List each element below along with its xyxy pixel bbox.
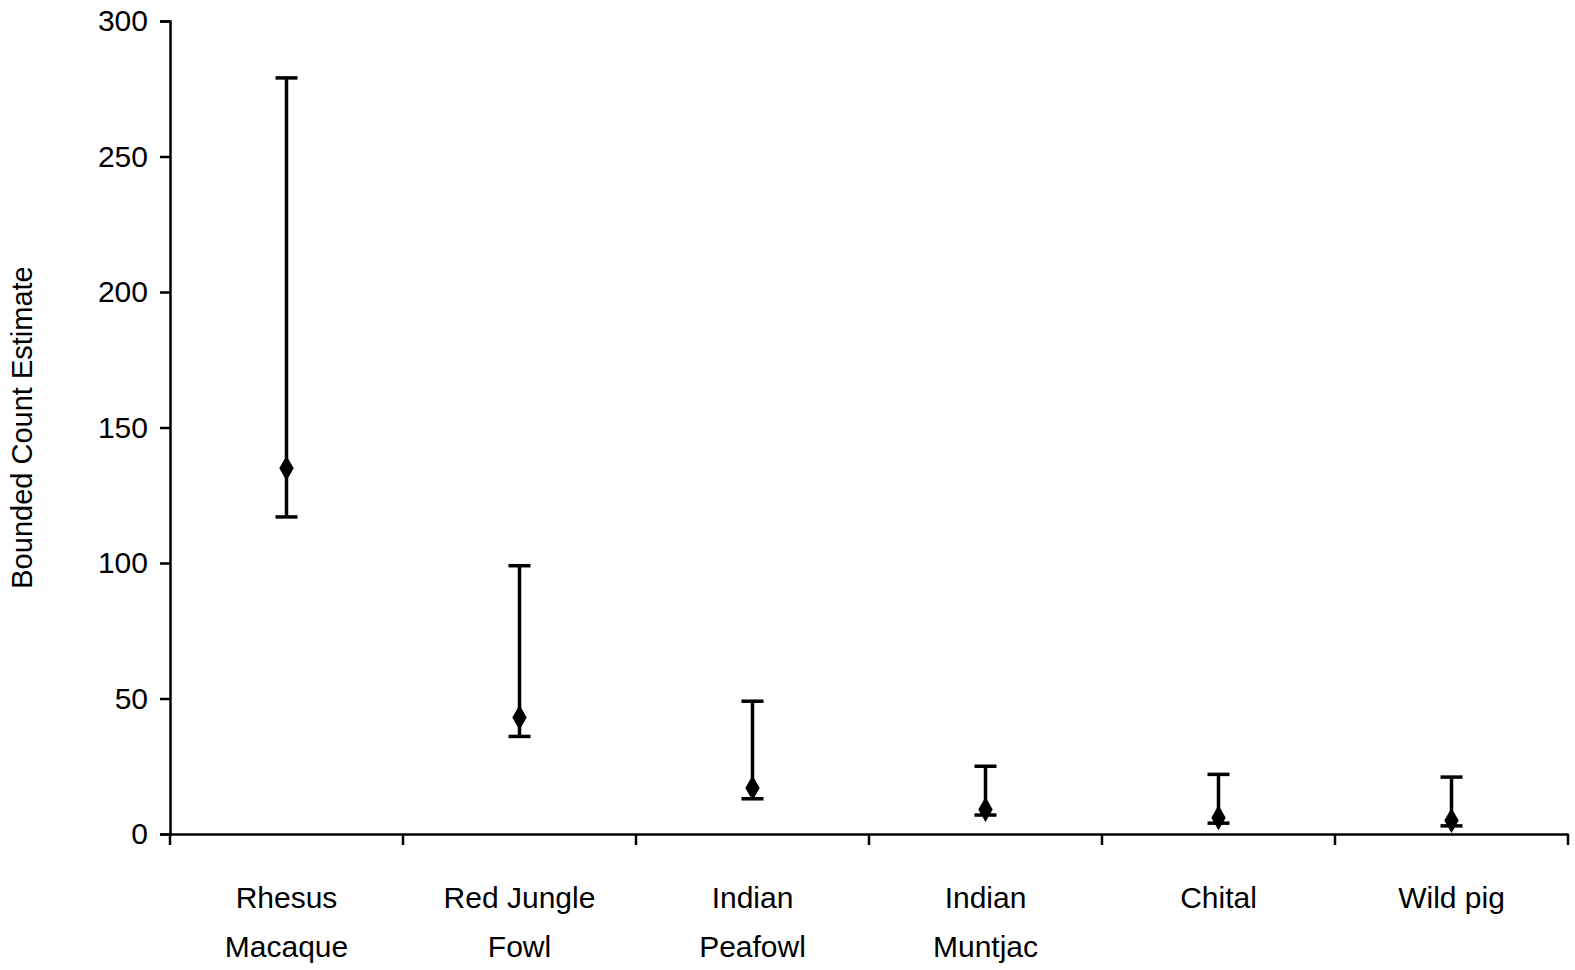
y-tick-mark <box>160 698 170 701</box>
chart: 0 50 100 150 200 250 300 Rhesus Macaque Red Jungl… <box>0 0 1575 970</box>
error-bar-cap-upper <box>1441 775 1463 779</box>
x-tick-label: Indian Peafowl <box>699 881 806 963</box>
x-tick-label-line: Wild pig <box>1398 881 1505 914</box>
y-tick-mark <box>160 20 170 23</box>
x-tick-label-line: Macaque <box>225 930 348 963</box>
x-tick-label-line: Indian <box>712 881 794 914</box>
y-tick: 200 <box>98 275 170 308</box>
error-bar-cap-upper <box>276 76 298 80</box>
x-tick-label-line: Chital <box>1180 881 1257 914</box>
x-tick-label-line: Red Jungle <box>444 881 596 914</box>
y-tick-label: 250 <box>98 140 148 173</box>
point <box>1211 805 1225 830</box>
y-tick-label: 50 <box>115 682 148 715</box>
x-tick-label-line: Fowl <box>488 930 551 963</box>
x-tick: Indian Peafowl <box>699 834 806 963</box>
error-bar-cap-upper <box>509 564 531 568</box>
x-boundary-tick <box>868 834 871 845</box>
y-tick-label: 150 <box>98 411 148 444</box>
x-tick: Rhesus Macaque <box>225 834 348 963</box>
x-tick-label-line: Muntjac <box>933 930 1038 963</box>
x-tick: Chital <box>1180 834 1257 914</box>
x-tick-label: Chital <box>1180 881 1257 914</box>
x-boundary-tick <box>1101 834 1104 845</box>
plot: 0 50 100 150 200 250 300 Rhesus Macaque Red Jungl… <box>98 4 1569 963</box>
y-tick-label: 0 <box>131 817 148 850</box>
point <box>279 456 293 481</box>
y-tick-mark <box>160 427 170 430</box>
error-bar <box>509 566 531 737</box>
y-axis-line <box>160 22 171 835</box>
y-tick-label: 300 <box>98 4 148 37</box>
x-tick-label: Red Jungle Fowl <box>444 881 596 963</box>
point <box>512 705 526 730</box>
x-tick-label-line: Indian <box>945 881 1027 914</box>
x-boundary-tick <box>635 834 638 845</box>
x-tick-label: Wild pig <box>1398 881 1505 914</box>
x-boundary-ticks <box>170 834 1568 845</box>
point <box>978 797 992 822</box>
error-bar-cap-lower <box>276 515 298 519</box>
error-bar-cap-upper <box>1208 773 1230 777</box>
marks <box>276 78 1463 833</box>
x-boundary-tick <box>1334 834 1337 845</box>
y-tick-mark <box>160 833 170 836</box>
y-tick: 0 <box>131 817 170 850</box>
x-boundary-tick <box>402 834 405 845</box>
x-boundary-tick <box>1567 834 1570 845</box>
y-tick: 50 <box>115 682 170 715</box>
y-axis: 0 50 100 150 200 250 300 <box>98 4 171 850</box>
x-boundary-tick <box>169 834 172 845</box>
error-bar-cap-lower <box>509 735 531 739</box>
x-tick: Indian Muntjac <box>933 834 1038 963</box>
point <box>1444 808 1458 833</box>
error-bar <box>276 78 298 517</box>
x-axis: Rhesus Macaque Red Jungle Fowl Indian Peafowl… <box>170 834 1569 963</box>
y-tick: 250 <box>98 140 170 173</box>
y-tick: 150 <box>98 411 170 444</box>
y-tick: 300 <box>98 4 170 37</box>
x-tick-label-line: Peafowl <box>699 930 806 963</box>
point <box>745 775 759 800</box>
y-tick-label: 200 <box>98 275 148 308</box>
x-tick-label: Indian Muntjac <box>933 881 1038 963</box>
error-bar-stem <box>285 78 289 517</box>
y-tick-mark <box>160 291 170 294</box>
error-bar-cap-upper <box>742 699 764 703</box>
y-axis-title: Bounded Count Estimate <box>6 266 38 588</box>
x-tick: Red Jungle Fowl <box>444 834 596 963</box>
y-tick-mark <box>160 562 170 565</box>
marks-inner <box>276 78 1463 833</box>
x-tick-label-line: Rhesus <box>236 881 338 914</box>
x-tick-label: Rhesus Macaque <box>225 881 348 963</box>
y-tick-label: 100 <box>98 546 148 579</box>
x-tick: Wild pig <box>1398 834 1505 914</box>
error-bar-cap-upper <box>975 765 997 769</box>
y-tick-mark <box>160 156 170 159</box>
y-tick: 100 <box>98 546 170 579</box>
